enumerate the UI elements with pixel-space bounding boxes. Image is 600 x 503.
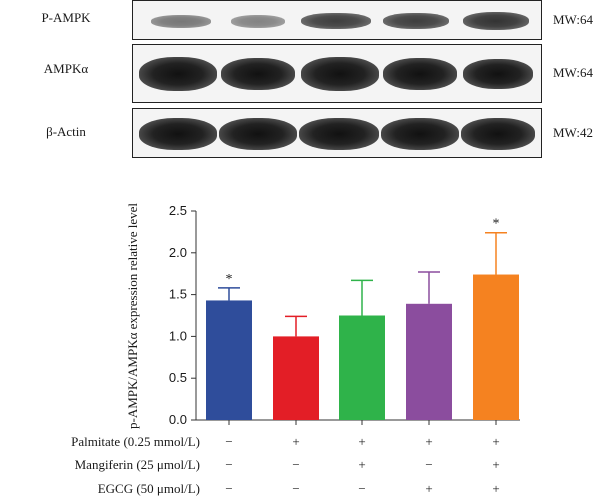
condition-label-mangiferin: Mangiferin (25 μmol/L) bbox=[74, 457, 200, 472]
sign-mangiferin-5: + bbox=[492, 457, 500, 472]
blot-box-p-ampk bbox=[132, 0, 542, 40]
blot-box-ampk-alpha bbox=[132, 44, 542, 103]
sign-palmitate-4: + bbox=[425, 434, 433, 449]
sign-egcg-4: + bbox=[425, 481, 433, 496]
band-ampk-alpha-4 bbox=[383, 58, 457, 90]
band-ampk-alpha-5 bbox=[463, 59, 533, 89]
band-p-ampk-5 bbox=[463, 12, 529, 30]
y-tick-label: 2.0 bbox=[169, 245, 187, 260]
y-tick-label: 0.0 bbox=[169, 412, 187, 427]
bar bbox=[273, 336, 319, 420]
sign-mangiferin-1: − bbox=[225, 457, 233, 472]
y-tick-label: 2.5 bbox=[169, 203, 187, 218]
bar bbox=[473, 274, 519, 420]
bar bbox=[339, 315, 385, 420]
band-beta-actin-1 bbox=[139, 118, 217, 150]
sign-egcg-3: − bbox=[358, 481, 366, 496]
band-ampk-alpha-1 bbox=[139, 57, 217, 91]
band-p-ampk-3 bbox=[301, 13, 371, 29]
band-ampk-alpha-2 bbox=[221, 58, 295, 90]
band-beta-actin-3 bbox=[299, 118, 379, 150]
sign-egcg-2: − bbox=[292, 481, 300, 496]
y-axis-title: p-AMPK/AMPKα expression relative level bbox=[125, 203, 140, 429]
mw-label-beta-actin: MW:42 bbox=[553, 125, 593, 140]
sign-mangiferin-4: − bbox=[425, 457, 433, 472]
sign-mangiferin-3: + bbox=[358, 457, 366, 472]
y-tick-label: 0.5 bbox=[169, 370, 187, 385]
blot-label-ampk-alpha: AMPKα bbox=[43, 61, 89, 76]
y-tick-label: 1.5 bbox=[169, 287, 187, 302]
sign-egcg-1: − bbox=[225, 481, 233, 496]
band-beta-actin-4 bbox=[381, 118, 459, 150]
significance-mark: * bbox=[226, 272, 233, 287]
sign-palmitate-3: + bbox=[358, 434, 366, 449]
band-ampk-alpha-3 bbox=[301, 57, 379, 91]
mw-label-p-ampk: MW:64 bbox=[553, 12, 593, 27]
band-p-ampk-1 bbox=[151, 15, 211, 28]
blot-box-beta-actin bbox=[132, 108, 542, 158]
sign-palmitate-2: + bbox=[292, 434, 300, 449]
blot-label-beta-actin: β-Actin bbox=[46, 124, 86, 139]
sign-palmitate-1: − bbox=[225, 434, 233, 449]
band-beta-actin-2 bbox=[219, 118, 297, 150]
sign-mangiferin-2: − bbox=[292, 457, 300, 472]
bar bbox=[406, 303, 452, 420]
condition-label-palmitate: Palmitate (0.25 mmol/L) bbox=[71, 434, 200, 449]
significance-mark: * bbox=[493, 217, 500, 232]
sign-egcg-5: + bbox=[492, 481, 500, 496]
condition-label-egcg: EGCG (50 μmol/L) bbox=[97, 481, 200, 496]
bar bbox=[206, 300, 252, 420]
band-beta-actin-5 bbox=[461, 118, 535, 150]
band-p-ampk-2 bbox=[231, 15, 285, 28]
band-p-ampk-4 bbox=[383, 13, 449, 29]
y-tick-label: 1.0 bbox=[169, 328, 187, 343]
mw-label-ampk-alpha: MW:64 bbox=[553, 65, 593, 80]
sign-palmitate-5: + bbox=[492, 434, 500, 449]
blot-label-p-ampk: P-AMPK bbox=[41, 10, 91, 25]
